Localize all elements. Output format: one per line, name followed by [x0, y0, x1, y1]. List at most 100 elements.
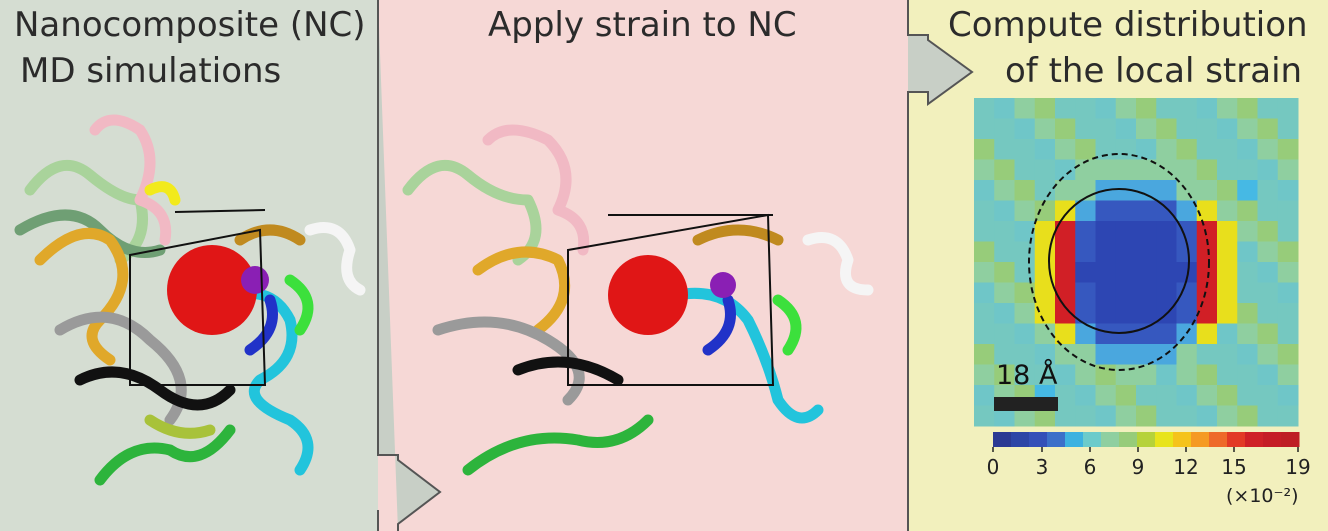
heatmap-cell [1136, 159, 1157, 181]
colorbar-tick: 0 [986, 455, 1000, 479]
colorbar-segment [1119, 432, 1138, 447]
heatmap-cell [1095, 323, 1117, 345]
heatmap-cell [1277, 303, 1299, 324]
heatmap-cell [1217, 241, 1238, 263]
heatmap-cell [1156, 98, 1177, 119]
heatmap-cell [974, 159, 995, 181]
heatmap-cell [1034, 118, 1056, 140]
heatmap-cell [1217, 98, 1238, 119]
heatmap-cell [1277, 323, 1299, 345]
heatmap-cell [1055, 180, 1076, 201]
heatmap-cell [1095, 139, 1117, 160]
heatmap-cell [1014, 303, 1036, 324]
heatmap-cell [994, 303, 1015, 324]
heatmap-cell [1055, 303, 1076, 324]
heatmap-cell [1176, 98, 1198, 119]
heatmap-cell [1136, 344, 1157, 365]
heatmap-cell [1196, 200, 1218, 222]
heatmap-cell [994, 344, 1015, 365]
heatmap-cell [1034, 364, 1056, 386]
heatmap-cell [1014, 262, 1036, 283]
heatmap-cell [1237, 180, 1258, 201]
scale-bar [994, 397, 1058, 411]
heatmap-cell [1115, 323, 1137, 345]
md-simulation-panel: Nanocomposite (NC) MD simulations [0, 0, 378, 531]
colorbar-segment [1263, 432, 1282, 447]
heatmap-cell [1176, 180, 1198, 201]
heatmap-cell [1034, 159, 1056, 181]
heatmap-cell [1055, 200, 1076, 222]
colorbar-segment [1281, 432, 1300, 447]
heatmap-cell [1034, 323, 1056, 345]
heatmap-cell [1055, 221, 1076, 242]
heatmap-cell [1217, 180, 1238, 201]
heatmap-cell [1196, 364, 1218, 386]
heatmap-cell [1136, 200, 1157, 222]
heatmap-cell [1136, 180, 1157, 201]
colorbar-segment [1227, 432, 1246, 447]
heatmap-cell [1196, 180, 1218, 201]
md-panel-title-line2: MD simulations [20, 51, 282, 91]
heatmap-cell [994, 118, 1015, 140]
colorbar-segment [1101, 432, 1120, 447]
heatmap-cell [1095, 200, 1117, 222]
heatmap-cell [1034, 221, 1056, 242]
heatmap-cell [994, 221, 1015, 242]
heatmap-cell [974, 139, 995, 160]
colorbar-unit: (×10⁻²) [1226, 485, 1299, 507]
heatmap-cell [1014, 180, 1036, 201]
heatmap-cell [994, 139, 1015, 160]
heatmap-cell [1237, 364, 1258, 386]
heatmap-cell [1075, 282, 1096, 304]
heatmap-cell [1156, 180, 1177, 201]
heatmap-cell [1136, 221, 1157, 242]
heatmap-cell [1115, 303, 1137, 324]
heatmap-cell [1055, 159, 1076, 181]
heatmap-cell [1237, 159, 1258, 181]
heatmap-cell [1156, 118, 1177, 140]
local-strain-panel: Compute distribution of the local strain… [908, 0, 1328, 531]
heatmap-cell [1277, 364, 1299, 386]
heatmap-cell [1115, 98, 1137, 119]
heatmap-cell [1196, 405, 1218, 427]
local-strain-heatmap-figure [974, 98, 1300, 452]
heatmap-cell [1176, 159, 1198, 181]
colorbar-segment [993, 432, 1012, 447]
heatmap-cell [1014, 159, 1036, 181]
colorbar-tick: 19 [1285, 455, 1311, 479]
heatmap-cell [1196, 344, 1218, 365]
heatmap-cell [1136, 405, 1157, 427]
heatmap-cell [1237, 385, 1258, 406]
heatmap-cell [994, 282, 1015, 304]
heatmap-cell [994, 241, 1015, 263]
heatmap-cell [1034, 98, 1056, 119]
inner-solid-circle [1048, 188, 1190, 334]
heatmap-cell [974, 303, 995, 324]
heatmap-cell [1095, 159, 1117, 181]
heatmap-cell [1217, 405, 1238, 427]
heatmap-cell [1176, 118, 1198, 140]
heatmap-cell [1237, 139, 1258, 160]
heatmap-cell [1217, 118, 1238, 140]
heatmap-cell [1136, 139, 1157, 160]
heatmap-cell [1095, 98, 1117, 119]
heatmap-cell [1156, 405, 1177, 427]
heatmap-cell [1075, 303, 1096, 324]
heatmap-cell [1136, 262, 1157, 283]
heatmap-cell [1257, 118, 1279, 140]
heatmap-cell [1136, 98, 1157, 119]
heatmap-cell [1055, 364, 1076, 386]
heatmap-cell [1176, 323, 1198, 345]
heatmap-cell [1176, 364, 1198, 386]
heatmap-cell [994, 323, 1015, 345]
heatmap-cell [974, 405, 995, 427]
heatmap-cell [1217, 385, 1238, 406]
heatmap-cell [1136, 241, 1157, 263]
heatmap-cell [1277, 241, 1299, 263]
heatmap-cell [1237, 221, 1258, 242]
heatmap-cell [1257, 262, 1279, 283]
heatmap-cell [1217, 282, 1238, 304]
heatmap-cell [1095, 221, 1117, 242]
heatmap-cell [1196, 139, 1218, 160]
heatmap-cell [974, 200, 995, 222]
